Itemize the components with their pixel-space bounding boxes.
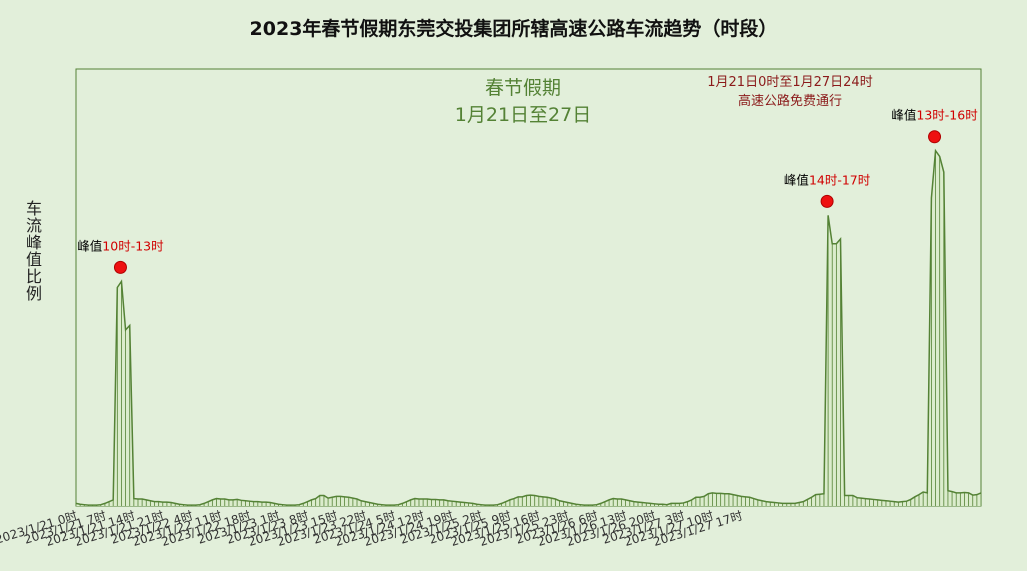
y-axis-label-char-1: 流 xyxy=(25,216,42,235)
peak-label-prefix-2: 峰值 xyxy=(891,108,916,123)
peak-label-time-0: 10时-13时 xyxy=(102,238,164,253)
peak-label-1: 峰值14时-17时 xyxy=(784,172,871,187)
holiday-annotation-line1: 春节假期 xyxy=(485,77,561,99)
series-line xyxy=(75,148,982,506)
toll-free-annotation-line1: 1月21日0时至1月27日24时 xyxy=(707,75,872,90)
peak-label-prefix-0: 峰值 xyxy=(77,238,102,253)
holiday-annotation-line2: 1月21日至27日 xyxy=(455,104,591,126)
series-area xyxy=(76,150,981,506)
y-axis-label-char-0: 车 xyxy=(25,199,42,218)
peak-label-time-1: 14时-17时 xyxy=(809,172,871,187)
y-axis-label-char-5: 例 xyxy=(25,284,42,303)
drop-lines-group xyxy=(75,150,982,506)
peak-marker-2 xyxy=(928,130,942,144)
peak-label-prefix-1: 峰值 xyxy=(784,172,809,187)
y-axis-label-char-2: 峰 xyxy=(25,233,42,252)
chart-title: 2023年春节假期东莞交投集团所辖高速公路车流趋势（时段） xyxy=(249,18,778,40)
y-axis-label-char-4: 比 xyxy=(25,267,42,286)
series-line-group xyxy=(75,148,982,506)
y-axis-label: 车流峰值比例 xyxy=(24,200,44,302)
area-fill-group xyxy=(76,150,981,506)
toll-free-annotation-line2: 高速公路免费通行 xyxy=(738,93,842,109)
peak-marker-0 xyxy=(113,260,127,274)
peak-label-2: 峰值13时-16时 xyxy=(891,108,978,123)
peak-marker-1 xyxy=(820,194,834,208)
peak-label-time-2: 13时-16时 xyxy=(916,108,978,123)
plot-frame xyxy=(75,68,982,507)
peak-label-0: 峰值10时-13时 xyxy=(77,238,164,253)
y-axis-label-char-3: 值 xyxy=(25,250,42,269)
